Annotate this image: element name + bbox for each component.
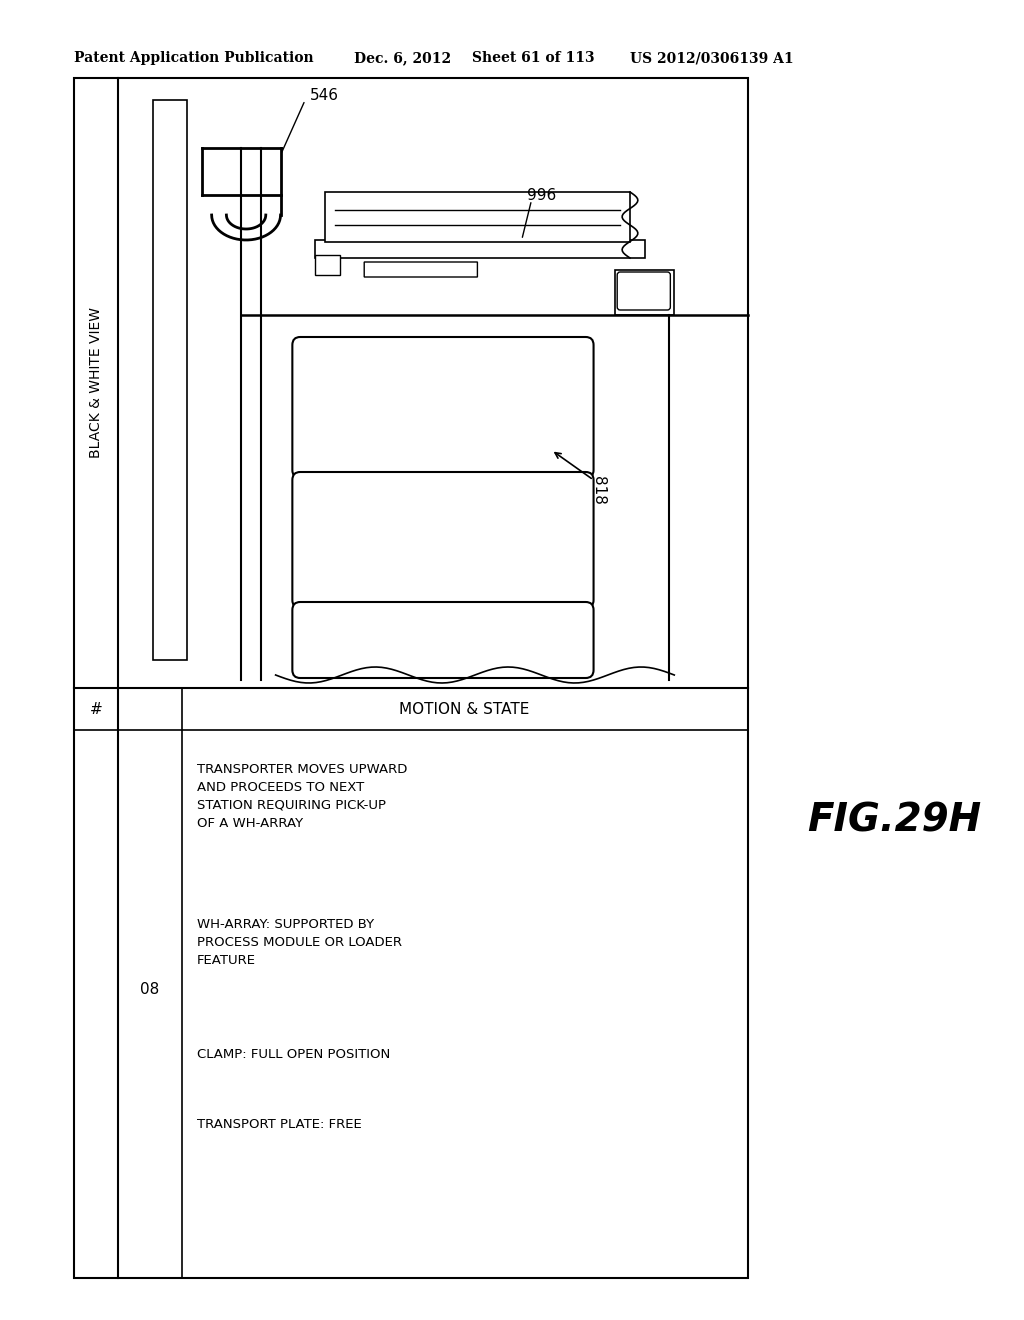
Text: 08: 08 — [140, 982, 160, 998]
FancyBboxPatch shape — [293, 602, 594, 678]
FancyBboxPatch shape — [293, 337, 594, 478]
Bar — [315, 255, 340, 275]
Text: TRANSPORTER MOVES UPWARD
AND PROCEEDS TO NEXT
STATION REQUIRING PICK-UP
OF A WH-: TRANSPORTER MOVES UPWARD AND PROCEEDS TO… — [197, 763, 408, 830]
Text: TRANSPORT PLATE: FREE: TRANSPORT PLATE: FREE — [197, 1118, 361, 1131]
FancyBboxPatch shape — [293, 473, 594, 609]
Text: US 2012/0306139 A1: US 2012/0306139 A1 — [630, 51, 794, 65]
Text: 546: 546 — [310, 87, 339, 103]
Text: WH-ARRAY: SUPPORTED BY
PROCESS MODULE OR LOADER
FEATURE: WH-ARRAY: SUPPORTED BY PROCESS MODULE OR… — [197, 917, 401, 968]
Bar — [74, 78, 749, 1278]
Text: #: # — [90, 701, 102, 717]
FancyBboxPatch shape — [365, 261, 477, 277]
Text: BLACK & WHITE VIEW: BLACK & WHITE VIEW — [89, 308, 103, 458]
Text: 996: 996 — [526, 187, 556, 202]
Bar — [315, 240, 645, 257]
Bar — [153, 100, 187, 660]
Text: FIG.29H: FIG.29H — [807, 801, 981, 840]
Text: Patent Application Publication: Patent Application Publication — [74, 51, 313, 65]
Text: Dec. 6, 2012: Dec. 6, 2012 — [354, 51, 452, 65]
Text: 818: 818 — [591, 475, 605, 504]
Text: MOTION & STATE: MOTION & STATE — [399, 701, 529, 717]
Bar — [325, 191, 630, 242]
Text: CLAMP: FULL OPEN POSITION: CLAMP: FULL OPEN POSITION — [197, 1048, 390, 1061]
Bar — [615, 271, 674, 315]
Text: Sheet 61 of 113: Sheet 61 of 113 — [472, 51, 595, 65]
FancyBboxPatch shape — [617, 272, 671, 310]
